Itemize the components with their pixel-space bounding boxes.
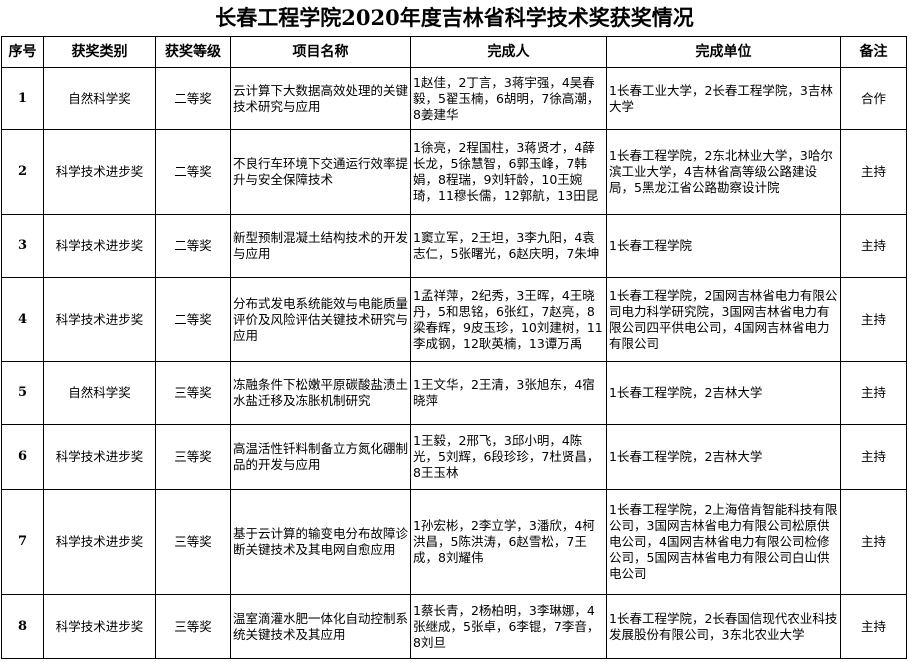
cell-project: 冻融条件下松嫩平原碳酸盐渍土水盐迁移及冻胀机制研究 <box>230 361 411 425</box>
page-title: 长春工程学院2020年度吉林省科学技术奖获奖情况 <box>215 5 694 30</box>
cell-people: 1孟祥萍，2纪秀，3王晖，4王晓丹，5和思铭，6张红，7赵亮，8梁春辉，9皮玉珍… <box>410 277 607 362</box>
table-row: 4 科学技术进步奖 二等奖 分布式发电系统能效与电能质量评价及风险评估关键技术研究与应… <box>1 277 907 362</box>
cell-level: 二等奖 <box>155 214 231 278</box>
cell-project: 分布式发电系统能效与电能质量评价及风险评估关键技术研究与应用 <box>230 277 411 362</box>
cell-no: 7 <box>1 489 44 595</box>
cell-project: 新型预制混凝土结构技术的开发与应用 <box>230 214 411 278</box>
cell-project: 基于云计算的输变电分布故障诊断关键技术及其电网自愈应用 <box>230 489 411 595</box>
cell-no: 6 <box>1 424 44 490</box>
cell-level: 二等奖 <box>155 67 231 130</box>
cell-people: 1王文华，2王清，3张旭东，4宿晓萍 <box>410 361 607 425</box>
cell-project: 温室滴灌水肥一体化自动控制系统关键技术及其应用 <box>230 594 411 659</box>
cell-units: 1长春工业大学，2长春工程学院，3吉林大学 <box>606 67 841 130</box>
header-row: 序号 获奖类别 获奖等级 项目名称 完成人 完成单位 备注 <box>1 36 907 68</box>
cell-level: 二等奖 <box>155 277 231 362</box>
cell-project: 高温活性钎料制备立方氮化硼制品的开发与应用 <box>230 424 411 490</box>
cell-no: 1 <box>1 67 44 130</box>
header-category: 获奖类别 <box>43 36 156 68</box>
table-row: 6 科学技术进步奖 三等奖 高温活性钎料制备立方氮化硼制品的开发与应用 1王毅，2邢飞，… <box>1 424 907 490</box>
cell-note: 主持 <box>840 277 907 362</box>
cell-people: 1赵佳，2丁言，3蒋宇强，4吴春毅，5翟玉楠，6胡明，7徐高潮，8姜建华 <box>410 67 607 130</box>
table-row: 2 科学技术进步奖 二等奖 不良行车环境下交通运行效率提升与安全保障技术 1徐亮，2程国… <box>1 129 907 215</box>
cell-level: 三等奖 <box>155 424 231 490</box>
cell-units: 1长春工程学院，2吉林大学 <box>606 361 841 425</box>
header-level: 获奖等级 <box>155 36 231 68</box>
cell-people: 1蔡长青，2杨柏明，3李琳娜，4张继成，5张卓，6李锟，7李音，8刘旦 <box>410 594 607 659</box>
header-people: 完成人 <box>410 36 607 68</box>
cell-level: 三等奖 <box>155 594 231 659</box>
cell-units: 1长春工程学院，2国网吉林省电力有限公司电力科学研究院，3国网吉林省电力有限公司… <box>606 277 841 362</box>
cell-category: 自然科学奖 <box>43 67 156 130</box>
cell-category: 科学技术进步奖 <box>43 489 156 595</box>
cell-level: 三等奖 <box>155 489 231 595</box>
cell-note: 合作 <box>840 67 907 130</box>
cell-category: 科学技术进步奖 <box>43 594 156 659</box>
cell-no: 2 <box>1 129 44 215</box>
header-note: 备注 <box>840 36 907 68</box>
cell-units: 1长春工程学院，2上海倍肯智能科技有限公司，3国网吉林省电力有限公司松原供电公司… <box>606 489 841 595</box>
cell-no: 4 <box>1 277 44 362</box>
cell-people: 1徐亮，2程国柱，3蒋贤才，4薛长龙，5徐慧智，6郭玉峰，7韩娟，8程瑞，9刘轩… <box>410 129 607 215</box>
header-no: 序号 <box>1 36 44 68</box>
table-row: 8 科学技术进步奖 三等奖 温室滴灌水肥一体化自动控制系统关键技术及其应用 1蔡长青，2… <box>1 594 907 659</box>
table-row: 7 科学技术进步奖 三等奖 基于云计算的输变电分布故障诊断关键技术及其电网自愈应用 1孙… <box>1 489 907 595</box>
header-units: 完成单位 <box>606 36 841 68</box>
cell-category: 科学技术进步奖 <box>43 277 156 362</box>
cell-category: 科学技术进步奖 <box>43 424 156 490</box>
cell-units: 1长春工程学院，2长春国信现代农业科技发展股份有限公司，3东北农业大学 <box>606 594 841 659</box>
cell-project: 不良行车环境下交通运行效率提升与安全保障技术 <box>230 129 411 215</box>
cell-people: 1孙宏彬，2李立学，3潘欣，4柯洪昌，5陈洪涛，6赵雪松，7王成，8刘耀伟 <box>410 489 607 595</box>
cell-people: 1王毅，2邢飞，3邱小明，4陈光，5刘辉，6段珍珍，7杜贤昌，8王玉林 <box>410 424 607 490</box>
cell-level: 三等奖 <box>155 361 231 425</box>
awards-table: 序号 获奖类别 获奖等级 项目名称 完成人 完成单位 备注 1 自然科学奖 二等奖云… <box>1 36 907 659</box>
cell-note: 主持 <box>840 361 907 425</box>
cell-project: 云计算下大数据高效处理的关键技术研究与应用 <box>230 67 411 130</box>
cell-units: 1长春工程学院 <box>606 214 841 278</box>
cell-note: 主持 <box>840 594 907 659</box>
cell-level: 二等奖 <box>155 129 231 215</box>
header-project: 项目名称 <box>230 36 411 68</box>
cell-no: 3 <box>1 214 44 278</box>
cell-category: 科学技术进步奖 <box>43 214 156 278</box>
cell-note: 主持 <box>840 489 907 595</box>
cell-note: 主持 <box>840 424 907 490</box>
cell-no: 5 <box>1 361 44 425</box>
cell-units: 1长春工程学院，2东北林业大学，3哈尔滨工业大学，4吉林省高等级公路建设局，5黑… <box>606 129 841 215</box>
cell-people: 1窦立军，2王坦，3李九阳，4袁志仁，5张曙光，6赵庆明，7朱坤 <box>410 214 607 278</box>
cell-category: 科学技术进步奖 <box>43 129 156 215</box>
cell-units: 1长春工程学院，2吉林大学 <box>606 424 841 490</box>
table-row: 1 自然科学奖 二等奖 云计算下大数据高效处理的关键技术研究与应用 1赵佳，2丁言，3蒋… <box>1 67 907 130</box>
cell-category: 自然科学奖 <box>43 361 156 425</box>
table-row: 5 自然科学奖 三等奖 冻融条件下松嫩平原碳酸盐渍土水盐迁移及冻胀机制研究 1王文华，2… <box>1 361 907 425</box>
cell-no: 8 <box>1 594 44 659</box>
table-row: 3 科学技术进步奖 二等奖 新型预制混凝土结构技术的开发与应用 1窦立军，2王坦，3李九… <box>1 214 907 278</box>
cell-note: 主持 <box>840 129 907 215</box>
cell-note: 主持 <box>840 214 907 278</box>
